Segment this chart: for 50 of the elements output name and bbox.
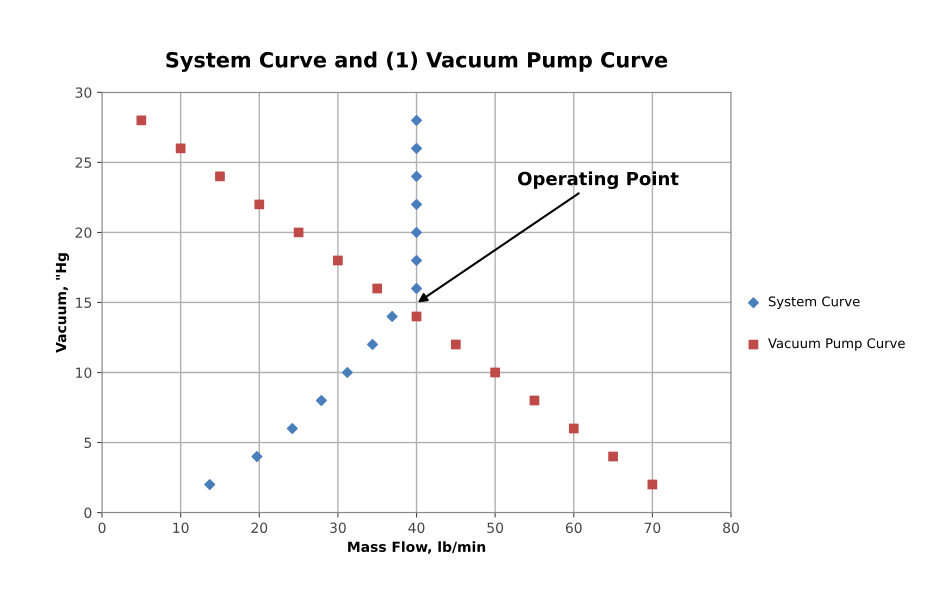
- chart-title: System Curve and (1) Vacuum Pump Curve: [166, 52, 668, 72]
- point: [251, 451, 262, 462]
- x-tick-label: 40: [408, 522, 424, 534]
- x-tick-label: 30: [330, 522, 346, 534]
- point: [215, 172, 225, 182]
- point: [204, 479, 216, 490]
- legend-label: Vacuum Pump Curve: [768, 338, 905, 351]
- point: [490, 368, 500, 378]
- point: [568, 424, 579, 434]
- point: [411, 142, 422, 154]
- point: [411, 114, 422, 126]
- point: [412, 312, 422, 322]
- point: [411, 198, 422, 210]
- point: [530, 396, 540, 406]
- x-tick-label: 20: [251, 522, 268, 534]
- point: [450, 340, 461, 350]
- y-tick-label: 15: [76, 298, 92, 308]
- point: [411, 254, 422, 266]
- point: [411, 282, 422, 294]
- x-tick-label: 80: [723, 522, 739, 534]
- x-tick-label: 50: [487, 522, 504, 534]
- y-tick-label: 10: [76, 367, 92, 378]
- point: [648, 480, 658, 490]
- x-tick-label: 60: [566, 522, 582, 534]
- point: [608, 452, 618, 462]
- point: [386, 310, 398, 322]
- y-tick-label: 30: [76, 87, 92, 98]
- point: [366, 338, 378, 350]
- y-tick-label: 0: [84, 508, 92, 518]
- x-tick-label: 70: [644, 522, 660, 534]
- point: [411, 170, 422, 182]
- point: [286, 423, 298, 434]
- annotation: Operating Point: [518, 171, 679, 190]
- point: [176, 144, 186, 154]
- y-axis-title: Vacuum, "Hg: [56, 253, 70, 353]
- point: [333, 256, 343, 266]
- y-tick-label: 25: [76, 157, 92, 168]
- x-axis-title: Mass Flow, lb/min: [348, 541, 486, 554]
- point: [372, 284, 382, 294]
- point: [136, 116, 146, 126]
- x-tick-label: 10: [173, 522, 189, 534]
- x-tick-label: 0: [98, 522, 106, 534]
- point: [342, 366, 353, 378]
- legend-label: System Curve: [768, 296, 860, 309]
- y-tick-label: 20: [76, 227, 92, 238]
- point: [254, 200, 264, 210]
- point: [294, 228, 304, 238]
- point: [316, 395, 327, 406]
- y-tick-label: 5: [84, 438, 92, 448]
- point: [411, 226, 422, 238]
